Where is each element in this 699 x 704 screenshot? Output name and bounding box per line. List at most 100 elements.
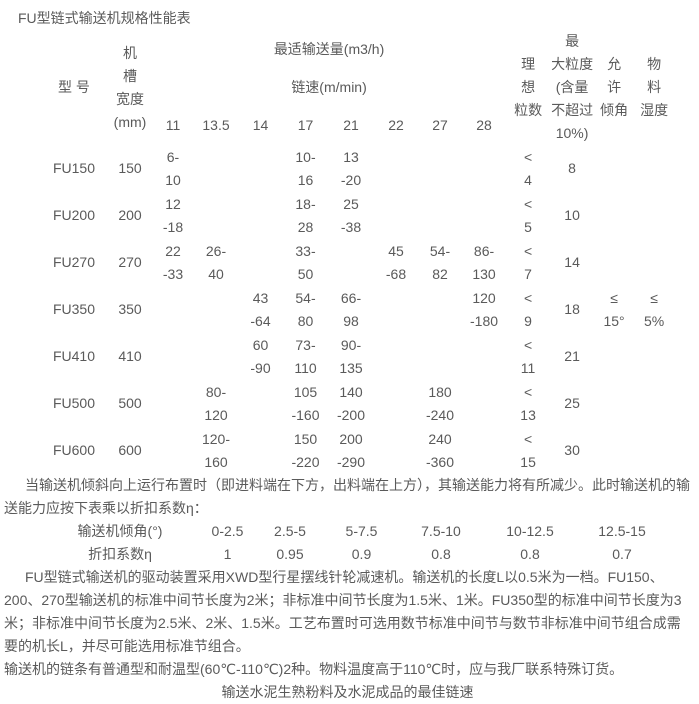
discount-angle-value: 10-12.5 [506,523,554,539]
spec-row-fu410: FU410 410 60 -90 73- 110 90- 135 < 11 21 [40,333,674,380]
cell-speed-14 [238,145,283,192]
cell-trough-width: 500 [118,395,142,411]
cell-speed-22 [374,145,418,192]
cell-speed-22 [374,192,418,239]
cell-speed-27 [418,286,462,333]
cell-speed-17: 18- 28 [295,195,316,235]
cell-speed-21: 25 -38 [340,195,362,235]
cell-speed-27 [418,192,462,239]
header-capacity: 最适输送量(m3/h) [273,40,385,57]
cell-speed-28 [462,192,506,239]
cell-speed-27 [418,333,462,380]
header-speed-27: 27 [432,117,448,134]
header-speed-21: 21 [343,117,359,134]
cell-trough-width: 270 [118,254,142,270]
cell-ideal-grain: < 7 [523,242,533,282]
spec-row-fu350: FU350 350 43 -64 54- 80 66- 98 120 -180 … [40,286,674,333]
cell-speed-13-5 [194,145,238,192]
cell-speed-14: 43 -64 [250,289,271,329]
discount-angle-value: 5-7.5 [345,523,378,539]
spec-row-fu500: FU500 500 80- 120 105 -160 140 -200 180 … [40,380,674,427]
cell-speed-22 [374,333,418,380]
cell-speed-11: 22 -33 [162,242,184,282]
note-drive-sections: FU型链式输送机的驱动装置采用XWD型行星摆线针轮减速机。输送机的长度L以0.5… [4,569,682,654]
spec-table: 型 号 机 槽 宽度 (mm) 最适输送量(m3/h) 理 想 粒数 最 大粒度… [40,30,674,474]
cell-speed-14 [238,380,283,427]
cell-speed-21: 66- 98 [340,289,362,329]
cell-speed-13-5: 80- 120 [204,383,228,423]
cell-model: FU200 [52,207,96,223]
cell-speed-11: 12 -18 [162,195,184,235]
header-speed-17: 17 [297,117,314,134]
spec-row-fu200: FU200 200 12 -18 18- 28 25 -38 < 5 10 [40,192,674,239]
cell-max-grain: 18 [564,301,580,317]
discount-factor-value: 0.9 [351,546,372,562]
discount-factor-value: 0.95 [276,546,304,562]
cell-material-moisture: ≤ 5% [643,289,665,329]
cell-ideal-grain: < 4 [523,148,533,188]
header-trough-width: 机 槽 宽度 (mm) [113,44,147,130]
cell-model: FU350 [52,301,96,317]
cell-trough-width: 600 [118,442,142,458]
discount-factor-label: 折扣系数η [88,546,152,562]
discount-angle-value: 0-2.5 [211,523,244,539]
header-allowed-incline: 允 许 倾角 [600,56,629,118]
cell-speed-14: 60 -90 [250,336,271,376]
discount-angle-row: 输送机倾角(°) 0-2.5 2.5-5 5-7.5 7.5-10 10-12.… [4,520,668,543]
header-speed-22: 22 [388,117,404,134]
cell-speed-21: 200 -290 [336,430,366,470]
cell-speed-22 [374,286,418,333]
discount-factor-value: 0.7 [612,546,632,562]
cell-speed-27: 180 -240 [425,383,455,423]
discount-angle-value: 7.5-10 [421,523,461,539]
cell-speed-28 [462,427,506,474]
header-chain-speed: 链速(m/min) [291,78,367,95]
cell-speed-27 [418,145,462,192]
header-max-grain-size: 最 大粒度 (含量 不超过 10%) [551,33,594,141]
cell-ideal-grain: < 13 [520,383,536,423]
spec-row-fu600: FU600 600 120- 160 150 -220 200 -290 240… [40,427,674,474]
cell-speed-27: 54- 82 [429,242,451,282]
cell-speed-21: 140 -200 [336,383,366,423]
cell-speed-13-5: 120- 160 [201,430,231,470]
cell-speed-28: 120 -180 [470,289,499,329]
cell-speed-13-5 [194,286,238,333]
spec-row-fu270: FU270 270 22 -33 26- 40 33- 50 45 -68 54… [40,239,674,286]
spec-row-fu150: FU150 150 6- 10 10- 16 13 -20 < 4 8 ≤ 15… [40,145,674,329]
cell-speed-14 [238,427,283,474]
cell-speed-11: 6- 10 [165,148,181,188]
cell-max-grain: 8 [568,160,576,176]
cell-trough-width: 150 [118,160,142,176]
note-incline-capacity: 当输送机倾斜向上运行布置时（即进料端在下方，出料端在上方），其输送能力将有所减少… [4,477,690,516]
cell-model: FU500 [52,395,96,411]
note-chain-types: 输送机的链条有普通型和耐温型(60℃-110℃)2种。物料温度高于110℃时，应… [4,661,624,677]
cell-model: FU270 [52,254,96,270]
discount-factor-value: 0.8 [520,546,540,562]
discount-angle-value: 2.5-5 [274,523,306,539]
cell-speed-13-5 [194,333,238,380]
discount-angle-value: 12.5-15 [598,523,646,539]
cell-max-grain: 10 [564,207,580,223]
cell-speed-21: 13 -20 [340,148,362,188]
discount-factor-table: 输送机倾角(°) 0-2.5 2.5-5 5-7.5 7.5-10 10-12.… [4,520,668,566]
cell-speed-11 [152,427,194,474]
cell-speed-11 [152,380,194,427]
cell-speed-28: 86- 130 [472,242,496,282]
cell-model: FU410 [52,348,96,364]
cell-speed-13-5 [194,192,238,239]
cell-speed-22 [374,380,418,427]
cell-speed-28 [462,145,506,192]
cell-ideal-grain: < 15 [520,430,536,470]
cell-speed-11 [152,286,194,333]
spec-header-row-speeds: 11 13.5 14 17 21 22 27 28 [40,107,674,145]
cell-speed-17: 54- 80 [295,289,316,329]
header-ideal-grain: 理 想 粒数 [514,56,543,118]
cell-model: FU150 [52,160,96,176]
header-speed-13-5: 13.5 [202,117,230,134]
cell-speed-28 [462,333,506,380]
cell-trough-width: 200 [118,207,142,223]
discount-factor-value: 1 [223,546,232,562]
page-title: FU型链式输送机规格性能表 [18,10,191,26]
discount-factor-value: 0.8 [431,546,451,562]
